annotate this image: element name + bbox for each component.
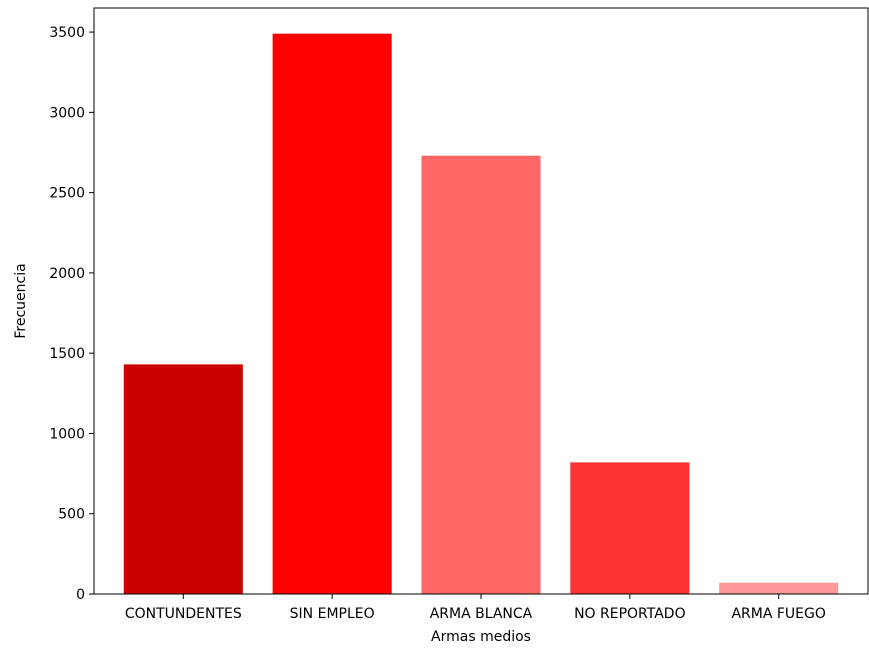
x-tick-label: SIN EMPLEO [290,606,375,622]
bar-no-reportado [570,462,690,594]
x-axis-ticks: CONTUNDENTES SIN EMPLEO ARMA BLANCA NO REPO… [125,594,826,622]
x-tick-label: NO REPORTADO [574,606,686,622]
bar-sin-empleo [272,33,392,594]
y-tick-label: 3500 [49,25,85,41]
bar-contundentes [123,364,243,594]
x-tick-label: ARMA FUEGO [731,606,825,622]
x-tick-label: CONTUNDENTES [125,606,242,622]
y-tick-label: 1000 [49,426,85,442]
y-tick-label: 3000 [49,105,85,121]
y-tick-label: 1500 [49,346,85,362]
plot-frame [93,7,869,595]
bar-arma-fuego [719,582,839,594]
y-tick-label: 2000 [49,266,85,282]
y-tick-label: 500 [58,507,85,523]
y-axis-ticks: 0 500 1000 1500 2000 2500 3000 3500 [49,25,94,603]
y-axis-label: Frecuencia [13,263,29,338]
bar-arma-blanca [421,155,541,595]
bars-group [123,33,839,595]
x-axis-label: Armas medios [431,629,531,645]
x-tick-label: ARMA BLANCA [430,606,533,622]
y-tick-label: 2500 [49,186,85,202]
y-tick-label: 0 [76,587,85,603]
